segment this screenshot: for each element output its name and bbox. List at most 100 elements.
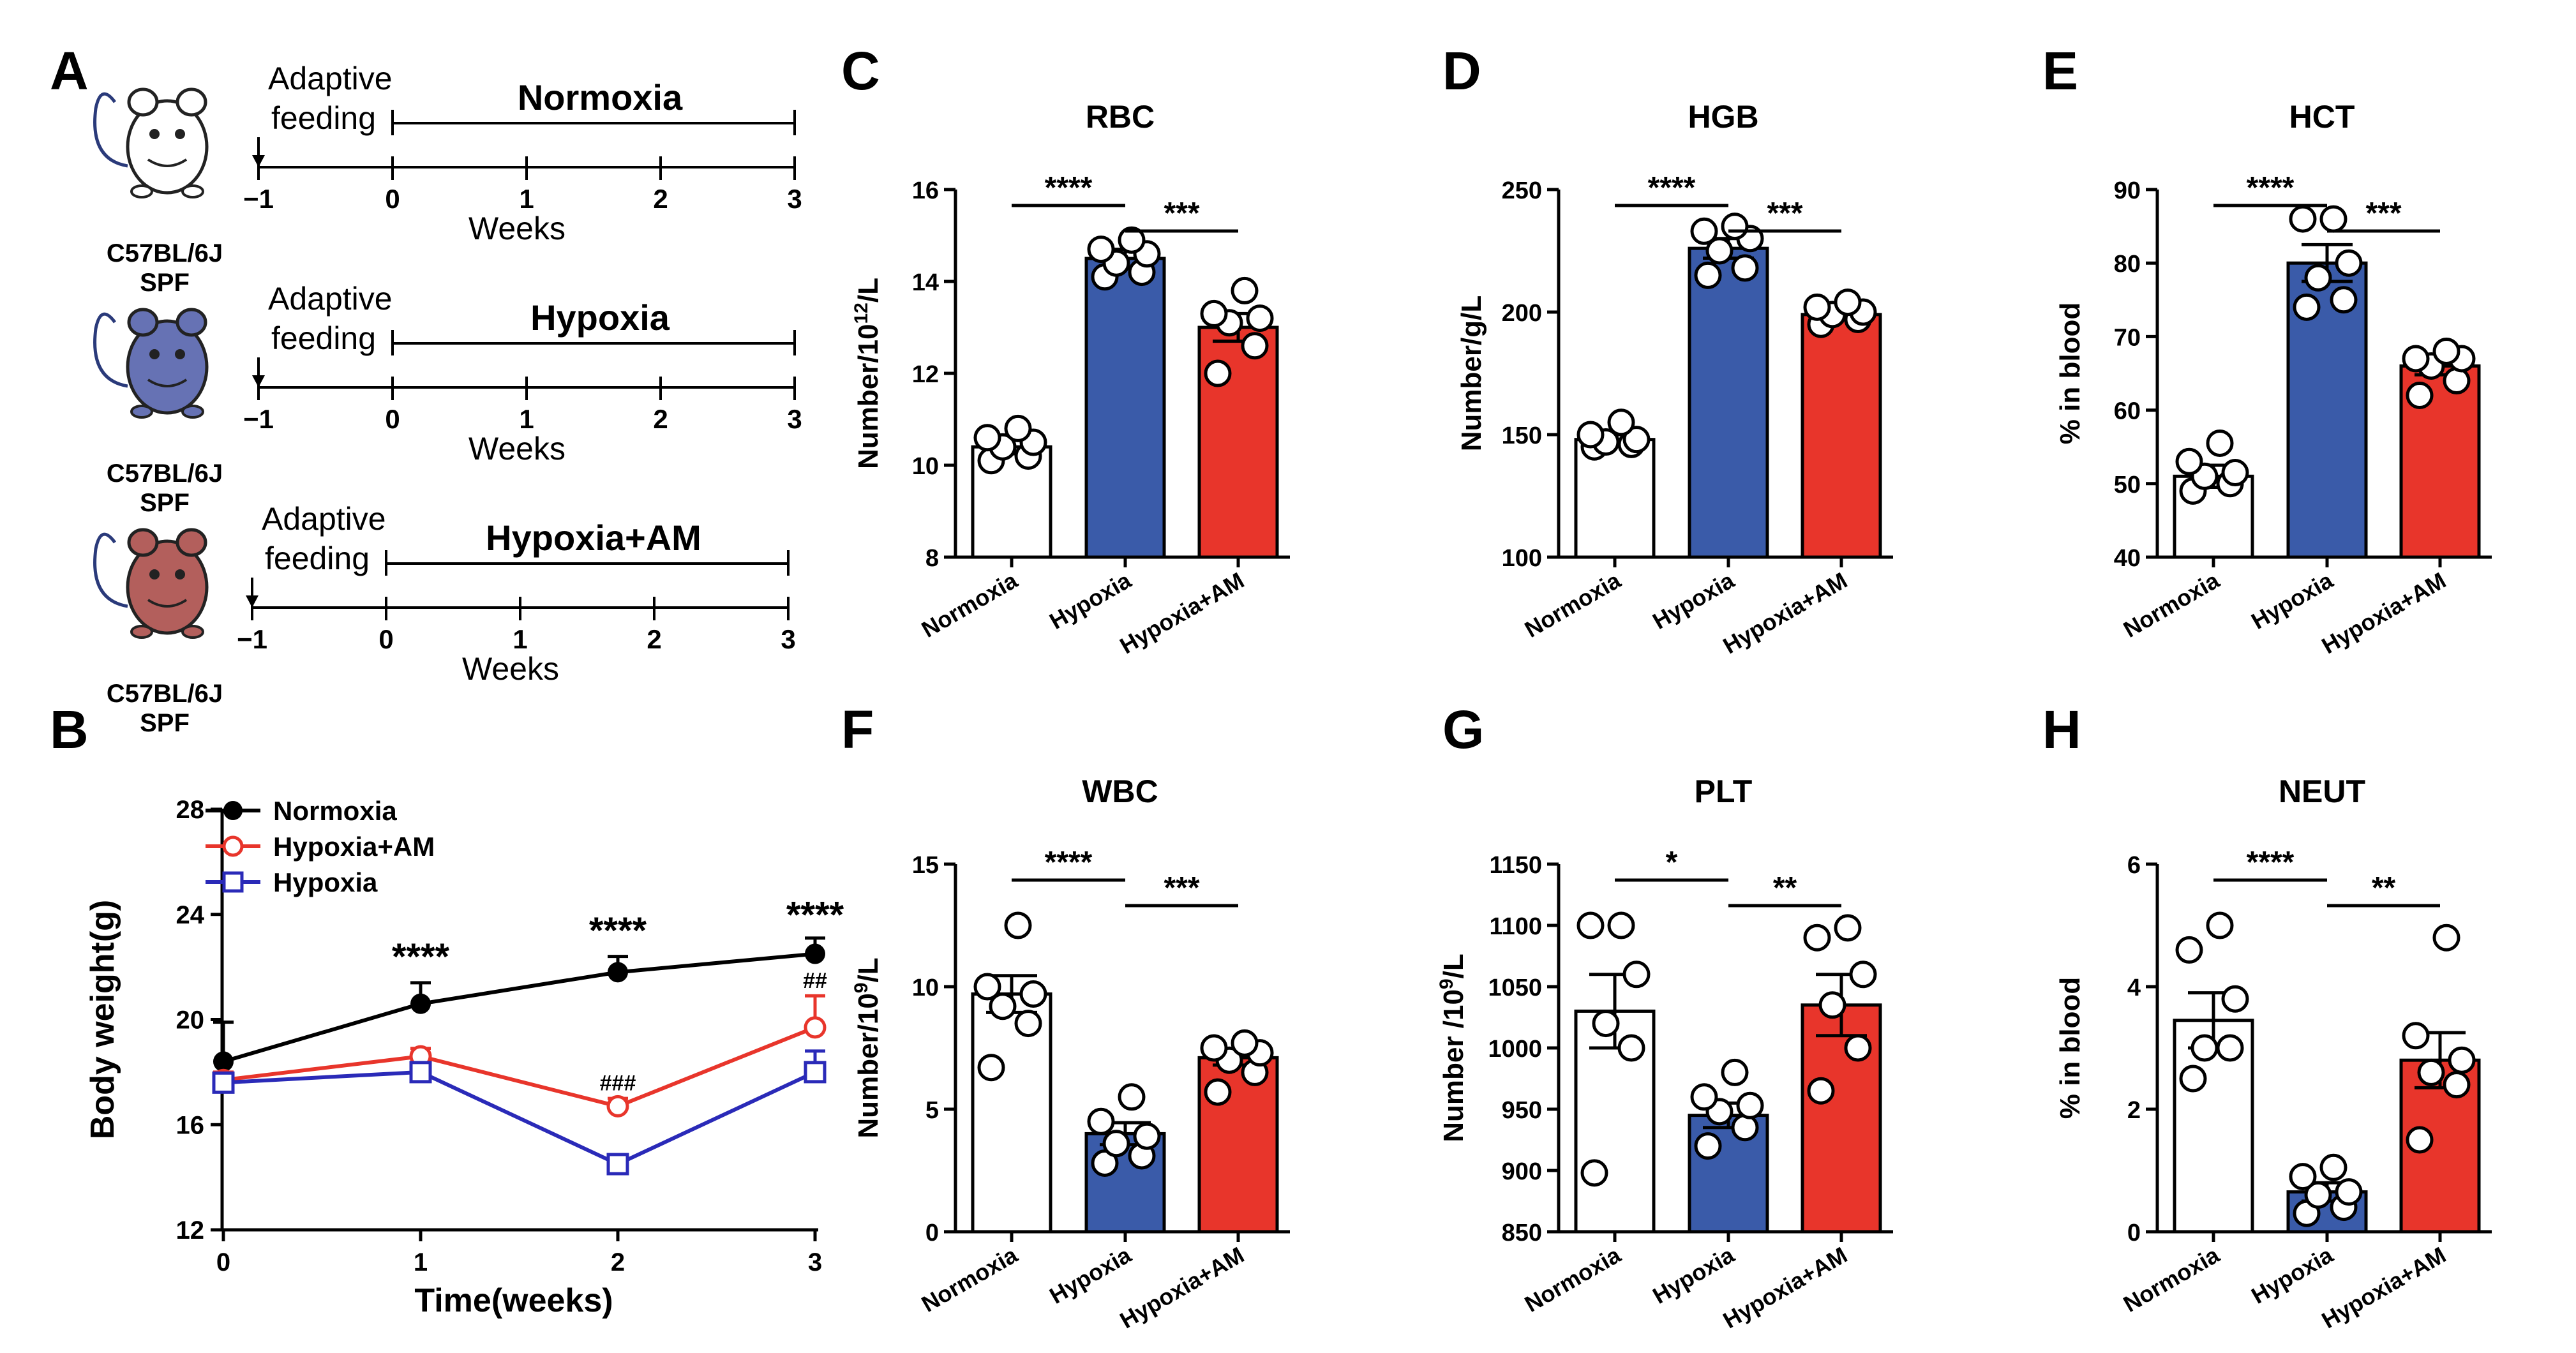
data-point <box>410 993 431 1014</box>
mouse-ear <box>176 87 207 117</box>
chart-title: PLT <box>1695 774 1753 809</box>
significance-label: ** <box>2372 871 2396 905</box>
y-tick-label: 60 <box>2114 398 2141 425</box>
y-tick-label: 50 <box>2114 472 2141 498</box>
data-point <box>1576 911 1605 939</box>
panel-letter-b: B <box>50 699 89 759</box>
data-point <box>1731 254 1759 282</box>
weeks-tick-label: 1 <box>513 624 527 654</box>
mouse-spf-label: SPF <box>140 709 190 737</box>
significance-label: **** <box>2247 171 2295 205</box>
y-tick-label: 1100 <box>1490 913 1542 940</box>
series-hypoxia <box>212 1049 827 1176</box>
data-point <box>1241 332 1269 360</box>
data-point <box>804 1016 827 1039</box>
data-point <box>1118 1083 1146 1111</box>
y-tick-label: 950 <box>1502 1097 1542 1124</box>
chart-title: NEUT <box>2279 774 2365 809</box>
panel-letter-g: G <box>1442 699 1484 759</box>
feeding-label: feeding <box>265 541 370 576</box>
blue-mouse-icon <box>93 308 209 419</box>
adaptive-label: Adaptive <box>262 501 386 537</box>
y-tick-label: 1150 <box>1490 852 1542 879</box>
data-point <box>1694 1132 1722 1160</box>
legend-label: Normoxia <box>273 796 397 826</box>
data-point <box>2330 286 2358 314</box>
data-point <box>2432 337 2460 365</box>
y-tick-label: 16 <box>176 1111 205 1139</box>
y-tick-label: 850 <box>1502 1220 1542 1246</box>
x-tick-label: 0 <box>216 1248 230 1276</box>
chart-title: RBC <box>1086 99 1155 135</box>
data-point <box>1849 961 1877 989</box>
data-point <box>1004 414 1032 442</box>
x-tick-label: Hypoxia <box>1045 567 1136 634</box>
x-tick-label: Hypoxia+AM <box>1116 567 1248 659</box>
significance-label: ** <box>1773 871 1797 905</box>
data-point <box>213 1051 234 1072</box>
y-tick-label: 200 <box>1502 300 1542 327</box>
mouse-eye <box>149 349 160 359</box>
data-point <box>804 1061 827 1084</box>
data-point <box>1019 980 1047 1008</box>
weeks-tick-label: 0 <box>385 184 400 214</box>
data-point <box>1818 991 1846 1019</box>
series-hypoxia-am <box>212 994 827 1118</box>
mouse-spf-label: SPF <box>140 269 190 297</box>
mouse-foot <box>130 184 153 198</box>
data-point <box>1607 911 1635 939</box>
data-point <box>2335 249 2363 277</box>
mouse-tail <box>93 92 128 168</box>
data-point <box>2417 1058 2445 1086</box>
bar-hypoxia <box>1688 246 1769 559</box>
data-point <box>2319 1153 2348 1181</box>
mouse-tail <box>93 312 128 388</box>
y-axis-label: Number /109/L <box>1436 953 1469 1142</box>
y-tick-label: 1050 <box>1488 975 1542 1001</box>
data-point <box>1694 261 1722 289</box>
data-point <box>973 424 1001 452</box>
weeks-tick-label: 0 <box>378 624 393 654</box>
condition-title: Hypoxia+AM <box>486 518 701 558</box>
y-tick-label: 14 <box>912 269 939 296</box>
y-tick-label: 12 <box>912 361 939 388</box>
data-point <box>1834 914 1862 942</box>
x-tick-label: Normoxia <box>917 1241 1022 1317</box>
data-point <box>977 1054 1005 1082</box>
y-tick-label: 16 <box>912 177 939 204</box>
y-axis-label: Number/109/L <box>851 957 884 1138</box>
weeks-tick-label: 3 <box>787 404 802 434</box>
y-tick-label: 250 <box>1502 177 1542 204</box>
significance-label: **** <box>589 910 647 952</box>
significance-label: **** <box>1045 171 1093 205</box>
legend-marker <box>222 871 244 893</box>
weeks-tick-label: 1 <box>519 184 534 214</box>
data-point <box>1844 1034 1872 1062</box>
mouse-ear <box>176 528 207 557</box>
significance-label: *** <box>1767 197 1802 230</box>
panel-letter-d: D <box>1442 41 1481 101</box>
y-tick-label: 10 <box>912 975 939 1001</box>
weeks-axis-label: Weeks <box>468 211 565 246</box>
mouse-foot <box>181 625 204 639</box>
y-tick-label: 28 <box>176 796 205 824</box>
data-point <box>1200 1034 1228 1062</box>
y-axis-label: % in blood <box>2055 303 2086 444</box>
significance-label: *** <box>2365 197 2401 230</box>
mouse-foot <box>181 405 204 419</box>
data-point <box>1705 237 1734 265</box>
data-point <box>1200 299 1228 327</box>
y-tick-label: 5 <box>925 1097 939 1124</box>
data-point <box>1736 1091 1764 1119</box>
data-point <box>1004 911 1032 939</box>
data-point <box>1231 276 1259 304</box>
weeks-tick-label: 3 <box>787 184 802 214</box>
x-tick-label: Hypoxia <box>1648 567 1739 634</box>
bar-chart-panels: RBC 8 10 12 14 16 Number/1012/L Normoxia Hypoxia… <box>851 99 2492 1333</box>
mouse-body <box>126 319 209 415</box>
series-normoxia <box>213 936 825 1072</box>
panel-letter-e: E <box>2042 41 2078 101</box>
data-point <box>2304 264 2332 292</box>
panel-letter-h: H <box>2042 699 2081 759</box>
